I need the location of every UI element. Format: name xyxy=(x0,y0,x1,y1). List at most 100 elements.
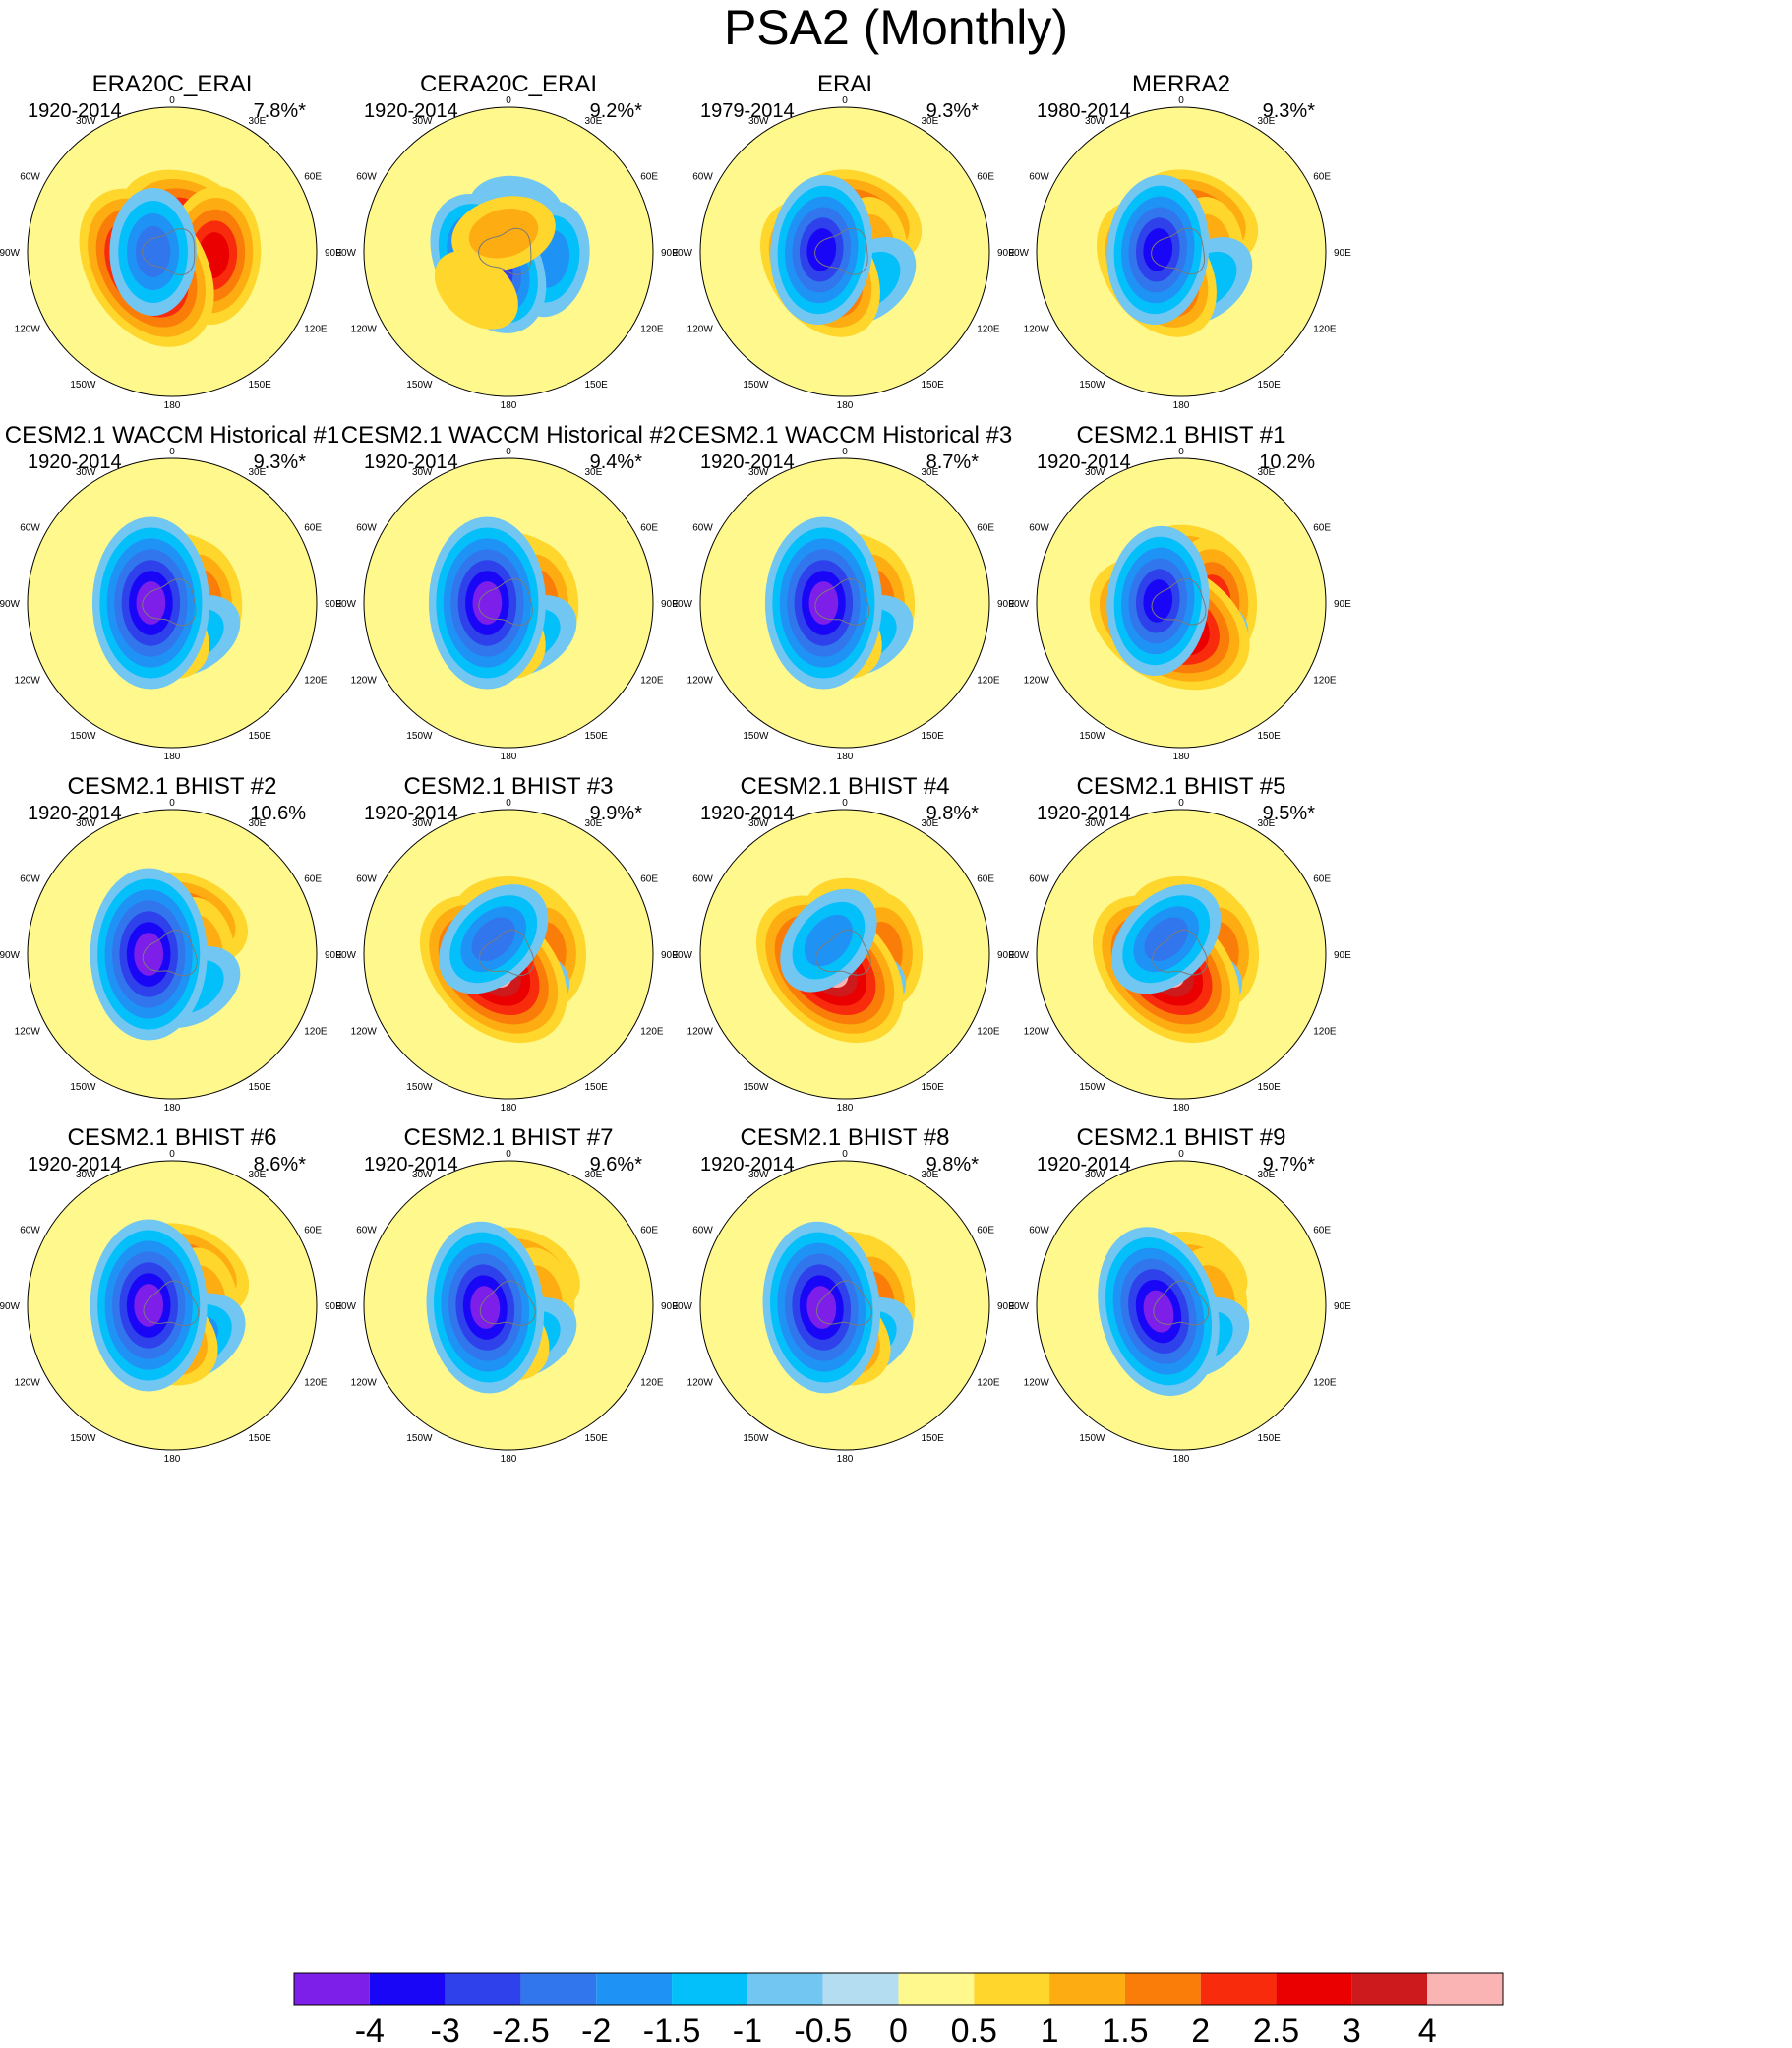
longitude-label: 90E xyxy=(661,248,679,259)
colorbar-tick-label: -4 xyxy=(355,2013,385,2048)
map-panel: ERA20C_ERAI 1920-2014 7.8%* 0 30E 60E 90E 120E 1… xyxy=(0,71,342,411)
longitude-label: 30E xyxy=(249,818,267,829)
panel-title: CESM2.1 BHIST #8 xyxy=(741,1124,950,1151)
panel-title: ERAI xyxy=(817,71,872,97)
colorbar-swatch xyxy=(672,1973,747,2005)
longitude-label: 150W xyxy=(1079,731,1105,742)
contour-level xyxy=(470,1286,501,1329)
panel-title: CESM2.1 BHIST #2 xyxy=(68,773,277,800)
longitude-label: 90E xyxy=(661,1301,679,1312)
longitude-label: 120E xyxy=(1313,325,1337,335)
longitude-label: 30W xyxy=(76,818,96,829)
longitude-label: 120E xyxy=(640,1027,664,1038)
longitude-label: 60E xyxy=(1313,172,1331,183)
map-boundary xyxy=(27,457,318,749)
longitude-label: 60W xyxy=(692,1226,713,1236)
longitude-label: 150E xyxy=(585,380,609,391)
longitude-label: 30W xyxy=(1085,1170,1105,1180)
longitude-label: 0 xyxy=(169,95,175,106)
map-boundary xyxy=(699,809,990,1100)
longitude-label: 90E xyxy=(325,1301,342,1312)
longitude-label: 90W xyxy=(1008,950,1029,961)
longitude-label: 180 xyxy=(1173,400,1190,411)
anomaly-center xyxy=(90,868,208,1041)
longitude-label: 30W xyxy=(748,818,769,829)
contour-field xyxy=(1037,810,1326,1099)
longitude-label: 90E xyxy=(1334,248,1351,259)
antarctica-coastline xyxy=(814,578,870,626)
longitude-label: 120W xyxy=(15,1378,41,1389)
longitude-label: 120E xyxy=(977,325,1000,335)
longitude-label: 90W xyxy=(672,599,692,610)
antarctica-coastline xyxy=(478,929,535,977)
antarctica-coastline xyxy=(142,929,198,977)
longitude-label: 60W xyxy=(692,172,713,183)
longitude-label: 90W xyxy=(335,599,356,610)
longitude-label: 120E xyxy=(640,1378,664,1389)
longitude-label: 60W xyxy=(20,523,40,534)
longitude-label: 30E xyxy=(1258,116,1276,127)
longitude-label: 150E xyxy=(249,1433,272,1444)
longitude-label: 120W xyxy=(15,325,41,335)
longitude-label: 60E xyxy=(640,172,658,183)
panel-variance: 9.3%* xyxy=(1263,100,1316,122)
longitude-label: 180 xyxy=(501,752,517,762)
longitude-label: 90W xyxy=(672,1301,692,1312)
longitude-label: 90W xyxy=(335,950,356,961)
longitude-label: 180 xyxy=(837,1454,854,1465)
panel-title: CESM2.1 BHIST #9 xyxy=(1077,1124,1286,1151)
contour-level xyxy=(806,228,837,271)
antarctica-coastline xyxy=(478,578,533,626)
longitude-label: 90W xyxy=(672,248,692,259)
antarctica-coastline xyxy=(141,227,196,276)
longitude-label: 120E xyxy=(640,325,664,335)
panel-period: 1920-2014 xyxy=(700,1154,795,1175)
longitude-label: 60W xyxy=(356,172,377,183)
longitude-label: 90E xyxy=(997,1301,1015,1312)
longitude-label: 0 xyxy=(169,447,175,457)
longitude-label: 0 xyxy=(169,798,175,809)
anomaly-center xyxy=(1106,525,1210,677)
panel-period: 1920-2014 xyxy=(1037,452,1131,473)
longitude-label: 0 xyxy=(842,95,848,106)
contour-level xyxy=(1143,1290,1174,1333)
colorbar-tick-label: -3 xyxy=(431,2013,460,2048)
longitude-label: 30E xyxy=(1258,818,1276,829)
contour-field xyxy=(700,458,989,748)
longitude-label: 60E xyxy=(977,523,994,534)
contour-field xyxy=(28,810,317,1099)
longitude-label: 150E xyxy=(249,380,272,391)
panel-period: 1920-2014 xyxy=(28,1154,122,1175)
longitude-label: 150W xyxy=(70,1082,96,1093)
panel-period: 1920-2014 xyxy=(364,100,458,122)
map-boundary xyxy=(363,809,654,1100)
longitude-label: 30E xyxy=(1258,1170,1276,1180)
antarctica-coastline xyxy=(1151,578,1207,626)
longitude-label: 60W xyxy=(20,874,40,885)
colorbar-tick-label: 1 xyxy=(1041,2013,1059,2048)
map-panel: CERA20C_ERAI 1920-2014 9.2%* 0 30E 60E 90E 120E… xyxy=(335,71,679,411)
longitude-label: 60E xyxy=(977,1226,994,1236)
longitude-label: 90W xyxy=(1008,599,1029,610)
anomaly-center xyxy=(764,516,882,690)
panel-variance: 10.6% xyxy=(250,803,306,824)
map-boundary xyxy=(1036,1160,1327,1451)
longitude-label: 180 xyxy=(164,400,181,411)
longitude-label: 120E xyxy=(304,325,328,335)
longitude-label: 60E xyxy=(977,172,994,183)
longitude-label: 0 xyxy=(842,798,848,809)
colorbar-swatch xyxy=(1200,1973,1277,2005)
contour-level xyxy=(136,581,166,625)
contour-field xyxy=(1037,107,1326,396)
panel-title: CESM2.1 BHIST #3 xyxy=(404,773,614,800)
colorbar-swatch xyxy=(369,1973,446,2005)
longitude-label: 60E xyxy=(304,523,322,534)
longitude-label: 60E xyxy=(1313,1226,1331,1236)
panel-variance: 9.8%* xyxy=(926,1154,980,1175)
panel-period: 1920-2014 xyxy=(1037,803,1131,824)
longitude-label: 150E xyxy=(922,1433,945,1444)
longitude-label: 30W xyxy=(412,818,433,829)
longitude-label: 60E xyxy=(1313,874,1331,885)
panel-period: 1920-2014 xyxy=(364,452,458,473)
longitude-label: 180 xyxy=(501,1103,517,1114)
